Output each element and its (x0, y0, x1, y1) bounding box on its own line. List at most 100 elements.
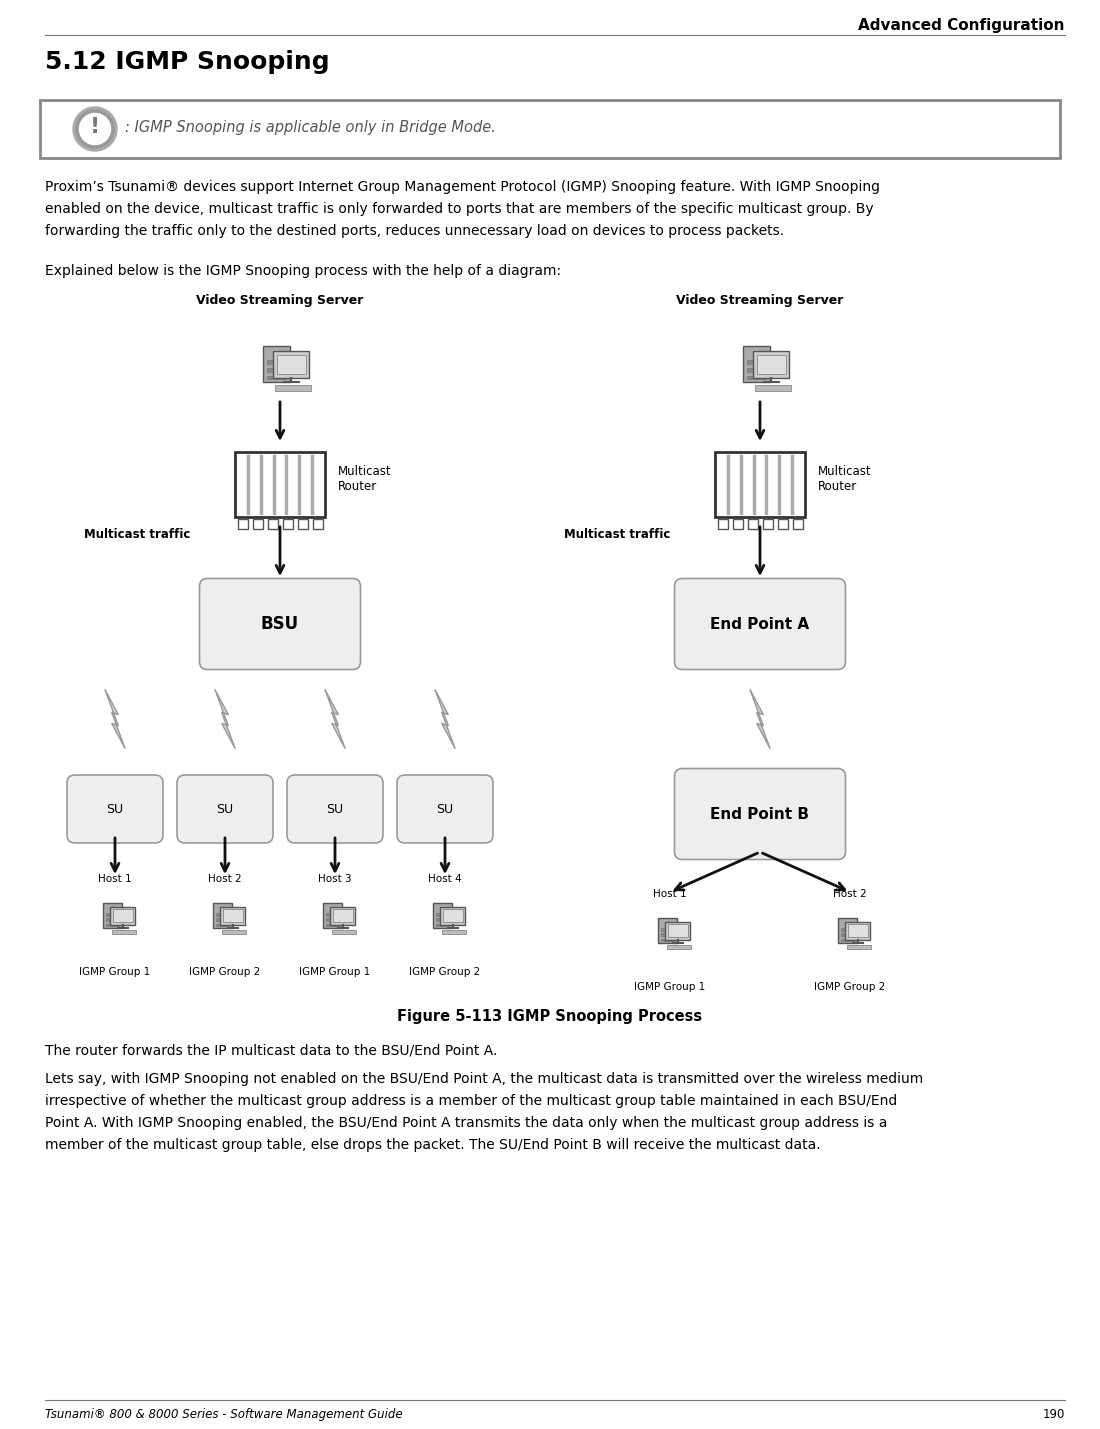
Bar (326, 923, 339, 926)
Bar (846, 922, 870, 940)
Bar (440, 906, 465, 925)
Text: IGMP Group 2: IGMP Group 2 (409, 967, 481, 977)
Bar (733, 519, 742, 529)
Bar (277, 354, 306, 374)
Text: irrespective of whether the multicast group address is a member of the multicast: irrespective of whether the multicast gr… (45, 1095, 898, 1107)
Text: Tsunami® 800 & 8000 Series - Software Management Guide: Tsunami® 800 & 8000 Series - Software Ma… (45, 1408, 403, 1420)
Bar (792, 519, 803, 529)
Text: Host 4: Host 4 (428, 875, 462, 885)
Bar (748, 519, 758, 529)
Text: IGMP Group 2: IGMP Group 2 (814, 982, 886, 992)
Text: SU: SU (327, 803, 343, 816)
Bar (266, 369, 286, 372)
Bar (266, 360, 286, 364)
Circle shape (73, 107, 117, 151)
Text: member of the multicast group table, else drops the packet. The SU/End Point B w: member of the multicast group table, els… (45, 1137, 821, 1152)
Bar (113, 909, 133, 922)
Bar (433, 903, 451, 927)
Text: End Point A: End Point A (711, 616, 810, 632)
Polygon shape (750, 689, 770, 749)
Text: forwarding the traffic only to the destined ports, reduces unnecessary load on d: forwarding the traffic only to the desti… (45, 224, 784, 239)
Bar (443, 909, 462, 922)
FancyBboxPatch shape (177, 775, 273, 843)
Text: Host 2: Host 2 (208, 875, 242, 885)
Bar (754, 352, 790, 377)
Circle shape (77, 111, 113, 147)
Polygon shape (324, 689, 345, 749)
Bar (106, 913, 119, 916)
Bar (778, 519, 788, 529)
Bar (442, 930, 466, 935)
Bar (216, 923, 229, 926)
Text: Multicast
Router: Multicast Router (818, 464, 871, 493)
Text: !: ! (90, 117, 100, 137)
Bar (253, 519, 263, 529)
FancyBboxPatch shape (397, 775, 493, 843)
Text: SU: SU (107, 803, 123, 816)
Bar (106, 919, 119, 920)
Bar (436, 919, 449, 920)
Bar (747, 376, 766, 380)
Bar (213, 903, 231, 927)
Bar (266, 376, 286, 380)
Bar (110, 906, 135, 925)
Text: IGMP Group 2: IGMP Group 2 (189, 967, 261, 977)
Bar (220, 906, 245, 925)
Bar (263, 346, 289, 383)
Polygon shape (434, 689, 455, 749)
Bar (216, 913, 229, 916)
Text: SU: SU (437, 803, 453, 816)
Bar (332, 930, 356, 935)
Text: Explained below is the IGMP Snooping process with the help of a diagram:: Explained below is the IGMP Snooping pro… (45, 264, 561, 279)
Bar (840, 933, 854, 936)
Text: IGMP Group 1: IGMP Group 1 (79, 967, 151, 977)
Text: 5.12 IGMP Snooping: 5.12 IGMP Snooping (45, 50, 330, 74)
Bar (223, 909, 242, 922)
FancyBboxPatch shape (199, 579, 361, 670)
Bar (106, 923, 119, 926)
Bar (273, 352, 309, 377)
Bar (235, 452, 324, 516)
Bar (661, 929, 674, 930)
Text: Host 3: Host 3 (318, 875, 352, 885)
Bar (297, 519, 308, 529)
Text: : IGMP Snooping is applicable only in Bridge Mode.: : IGMP Snooping is applicable only in Br… (125, 120, 496, 134)
Bar (840, 939, 854, 942)
Text: Host 2: Host 2 (833, 889, 867, 899)
Bar (112, 930, 136, 935)
Text: SU: SU (217, 803, 233, 816)
Text: Multicast traffic: Multicast traffic (84, 527, 190, 540)
Bar (238, 519, 248, 529)
Text: Host 1: Host 1 (653, 889, 686, 899)
Bar (668, 925, 688, 937)
Bar (847, 945, 871, 949)
Bar (840, 929, 854, 930)
Bar (666, 922, 690, 940)
Bar (661, 933, 674, 936)
Bar (283, 519, 293, 529)
Bar (756, 386, 791, 392)
FancyBboxPatch shape (674, 769, 846, 859)
Polygon shape (104, 689, 125, 749)
Bar (762, 519, 772, 529)
Bar (658, 919, 676, 943)
Bar (323, 903, 341, 927)
Text: 190: 190 (1043, 1408, 1065, 1420)
Bar (717, 519, 727, 529)
Bar (747, 360, 766, 364)
Polygon shape (214, 689, 235, 749)
Text: enabled on the device, multicast traffic is only forwarded to ports that are mem: enabled on the device, multicast traffic… (45, 201, 873, 216)
Bar (661, 939, 674, 942)
Bar (667, 945, 692, 949)
Text: Multicast traffic: Multicast traffic (563, 527, 670, 540)
Text: Point A. With IGMP Snooping enabled, the BSU/End Point A transmits the data only: Point A. With IGMP Snooping enabled, the… (45, 1116, 888, 1130)
Bar (757, 354, 785, 374)
Bar (436, 913, 449, 916)
Bar (715, 452, 805, 516)
Bar (222, 930, 246, 935)
FancyBboxPatch shape (67, 775, 163, 843)
Text: Host 1: Host 1 (98, 875, 132, 885)
Text: BSU: BSU (261, 614, 299, 633)
Bar (103, 903, 121, 927)
Bar (40, 100, 1060, 159)
